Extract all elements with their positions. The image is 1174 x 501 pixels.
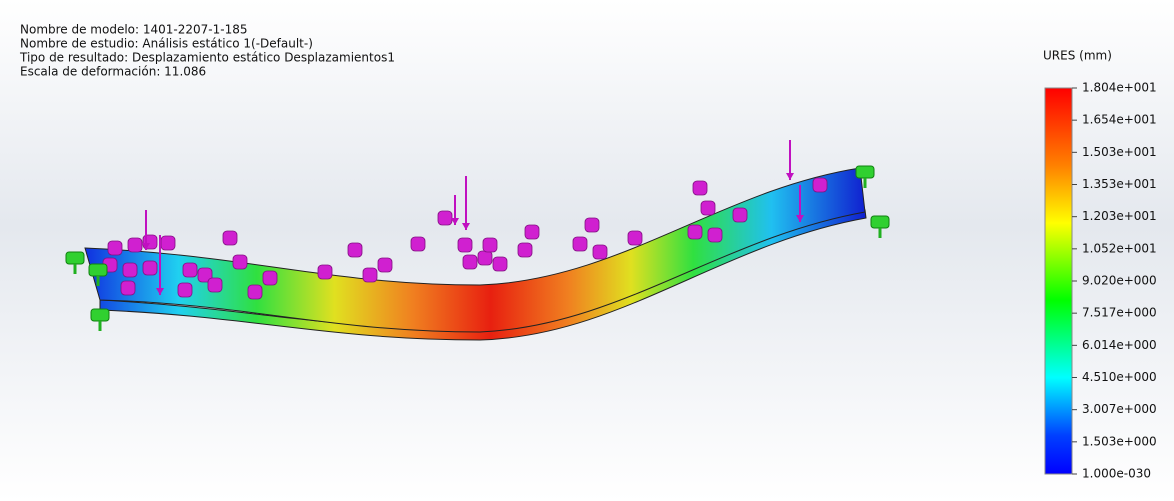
fixture bbox=[91, 309, 109, 321]
load-marker bbox=[128, 238, 142, 252]
load-marker bbox=[223, 231, 237, 245]
legend-label: 1.654e+001 bbox=[1082, 113, 1157, 127]
load-marker bbox=[183, 263, 197, 277]
load-marker bbox=[628, 231, 642, 245]
header-line: Tipo de resultado: Desplazamiento estáti… bbox=[19, 51, 395, 65]
load-marker bbox=[573, 237, 587, 251]
legend-label: 1.503e+000 bbox=[1082, 434, 1157, 448]
legend-label: 6.014e+000 bbox=[1082, 338, 1157, 352]
legend-label: 9.020e+000 bbox=[1082, 274, 1157, 288]
load-marker bbox=[493, 257, 507, 271]
color-bar bbox=[1045, 88, 1072, 474]
load-marker bbox=[701, 201, 715, 215]
legend-label: 1.052e+001 bbox=[1082, 241, 1157, 255]
legend: 1.804e+001 1.654e+001 1.503e+001 1.353e+001… bbox=[1072, 81, 1157, 481]
load-marker bbox=[263, 271, 277, 285]
load-marker bbox=[478, 251, 492, 265]
load-marker bbox=[208, 278, 222, 292]
legend-label: 1.804e+001 bbox=[1082, 81, 1157, 95]
load-marker bbox=[593, 245, 607, 259]
header-line: Nombre de estudio: Análisis estático 1(-… bbox=[20, 37, 313, 51]
legend-label: 1.203e+001 bbox=[1082, 209, 1157, 223]
legend-label: 1.353e+001 bbox=[1082, 177, 1157, 191]
load-marker bbox=[458, 238, 472, 252]
load-marker bbox=[585, 218, 599, 232]
load-marker bbox=[178, 283, 192, 297]
load-marker bbox=[693, 181, 707, 195]
load-marker bbox=[708, 228, 722, 242]
legend-title: URES (mm) bbox=[1043, 49, 1112, 63]
load-marker bbox=[363, 268, 377, 282]
load-marker bbox=[161, 236, 175, 250]
fixture bbox=[89, 264, 107, 276]
load-marker bbox=[248, 285, 262, 299]
header-line: Escala de deformación: 11.086 bbox=[20, 65, 206, 79]
scene: Nombre de modelo: 1401-2207-1-185 Nombre… bbox=[0, 0, 1174, 501]
load-marker bbox=[813, 178, 827, 192]
header: Nombre de modelo: 1401-2207-1-185 Nombre… bbox=[19, 23, 395, 79]
load-marker bbox=[688, 225, 702, 239]
load-marker bbox=[121, 281, 135, 295]
legend-label: 1.000e-030 bbox=[1082, 467, 1151, 481]
load-marker bbox=[463, 255, 477, 269]
load-marker bbox=[378, 258, 392, 272]
legend-label: 4.510e+000 bbox=[1082, 370, 1157, 384]
load-arrowhead bbox=[462, 223, 470, 230]
load-marker bbox=[348, 243, 362, 257]
load-marker bbox=[318, 265, 332, 279]
load-marker bbox=[123, 263, 137, 277]
header-line: Nombre de modelo: 1401-2207-1-185 bbox=[20, 23, 247, 37]
fixture bbox=[66, 252, 84, 264]
load-marker bbox=[518, 243, 532, 257]
load-marker bbox=[525, 225, 539, 239]
load-marker bbox=[438, 211, 452, 225]
simulation-view: Nombre de modelo: 1401-2207-1-185 Nombre… bbox=[0, 0, 1174, 501]
load-marker bbox=[143, 261, 157, 275]
fixture bbox=[871, 216, 889, 228]
legend-label: 3.007e+000 bbox=[1082, 402, 1157, 416]
load-marker bbox=[483, 238, 497, 252]
legend-label: 1.503e+001 bbox=[1082, 145, 1157, 159]
load-marker bbox=[411, 237, 425, 251]
load-marker bbox=[733, 208, 747, 222]
fixture bbox=[856, 166, 874, 178]
load-arrowhead bbox=[786, 173, 794, 180]
load-marker bbox=[108, 241, 122, 255]
load-marker bbox=[233, 255, 247, 269]
legend-label: 7.517e+000 bbox=[1082, 306, 1157, 320]
